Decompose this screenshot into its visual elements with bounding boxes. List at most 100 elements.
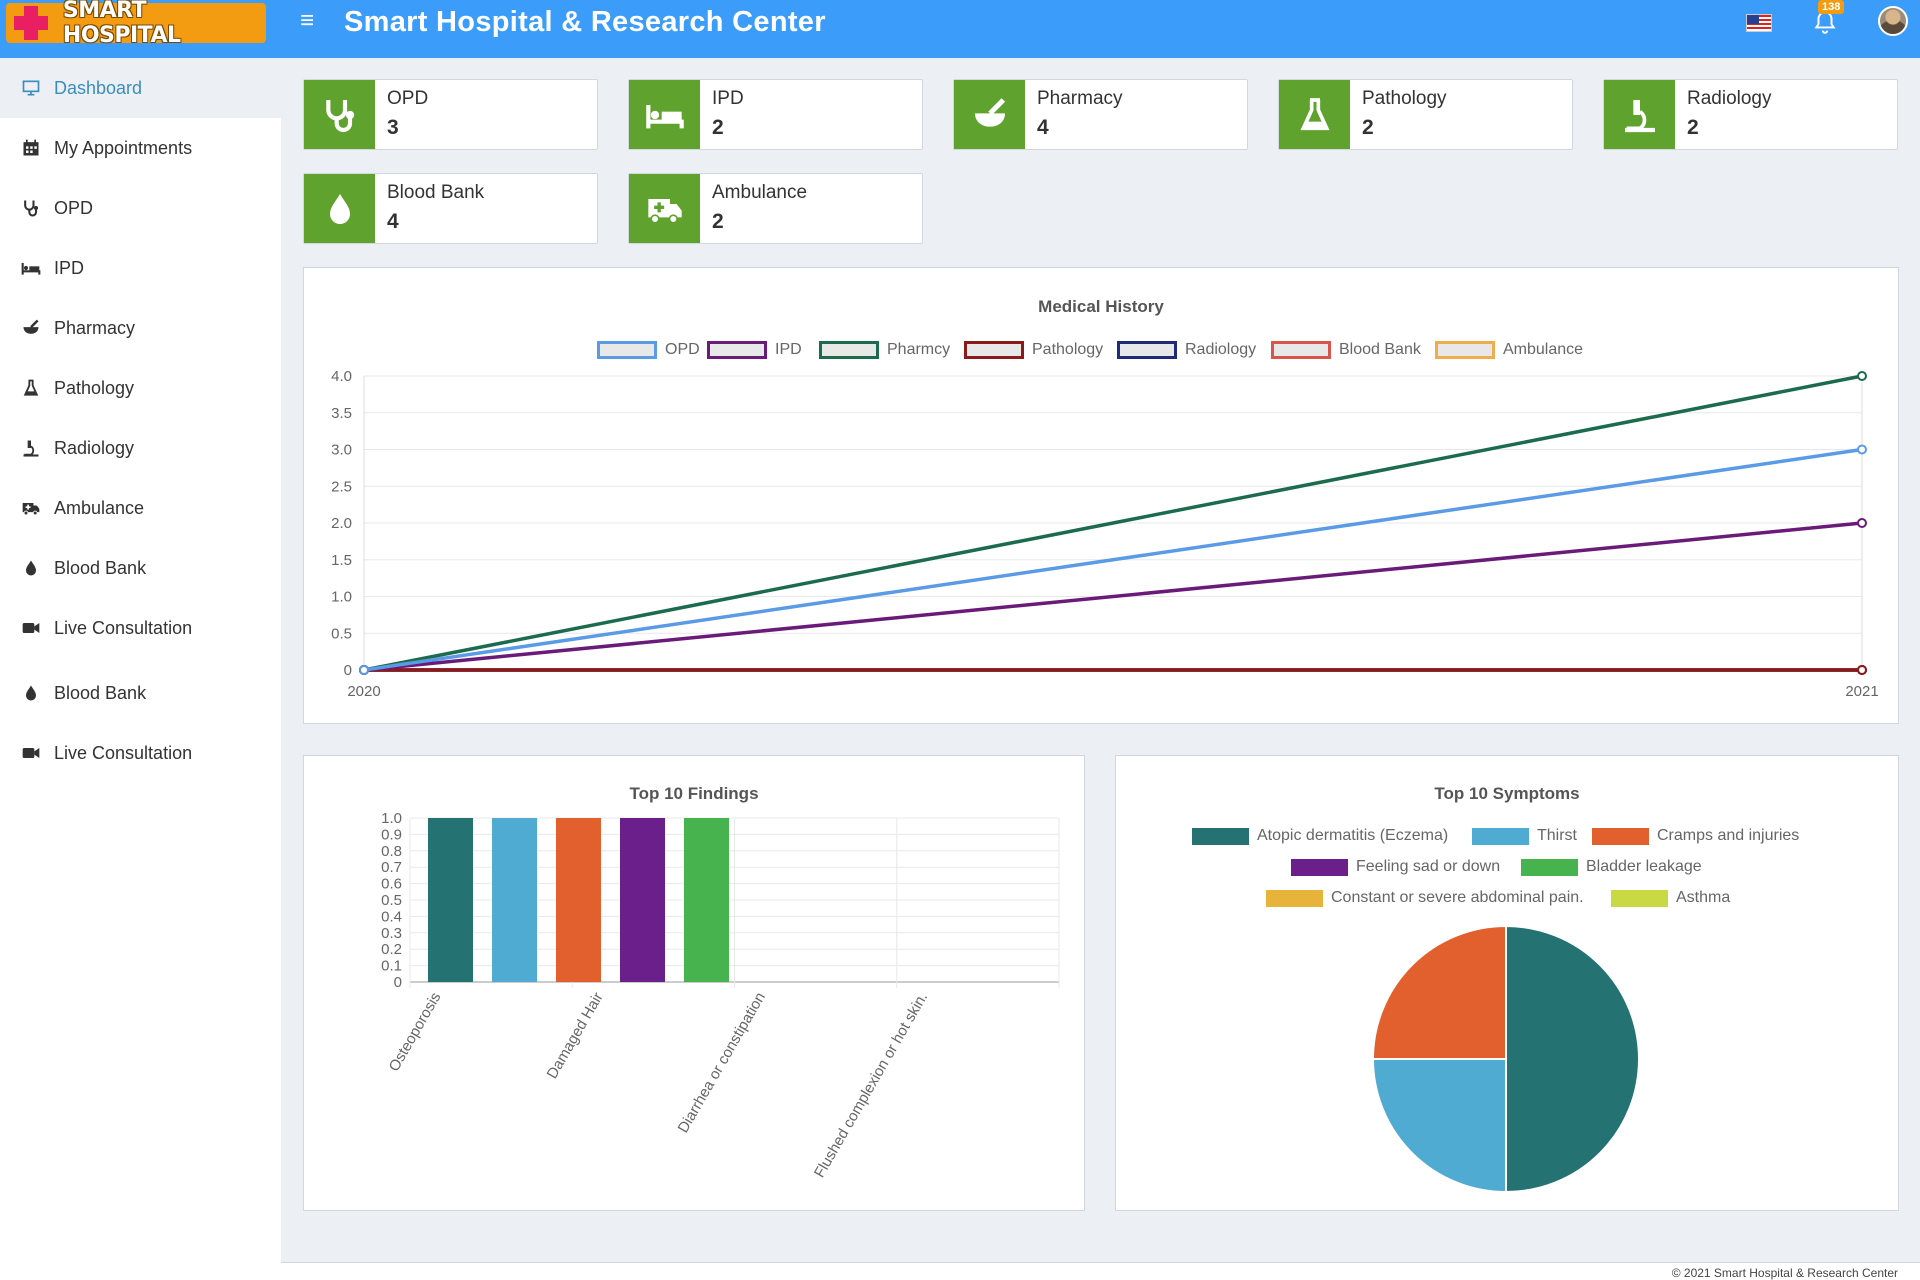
legend-item-blood-bank[interactable]: Blood Bank — [1271, 341, 1421, 359]
stethoscope-icon — [304, 80, 375, 149]
y-tick-label: 0.8 — [381, 843, 402, 860]
y-tick-label: 2.5 — [331, 478, 352, 495]
menu-toggle-icon[interactable]: ≡ — [300, 7, 315, 34]
info-box-ambulance[interactable]: Ambulance 2 — [628, 173, 923, 244]
legend-label: Pathology — [1032, 341, 1104, 358]
sidebar-item-ambulance[interactable]: Ambulance — [0, 478, 281, 538]
legend-item-opd[interactable]: OPD — [597, 341, 700, 359]
legend-label: IPD — [775, 341, 802, 358]
sidebar-item-blood-bank[interactable]: Blood Bank — [0, 538, 281, 598]
legend-item-asthma[interactable]: Asthma — [1611, 889, 1730, 907]
legend-item-pharmcy[interactable]: Pharmcy — [819, 341, 950, 359]
medical-history-panel: Medical History OPD IPD Pharmcy Pathology Ra… — [303, 267, 1899, 724]
bar-5 — [684, 818, 729, 982]
series-line-pharmcy — [363, 374, 1863, 672]
video-icon — [20, 742, 42, 764]
y-tick-label: 1.0 — [381, 810, 402, 827]
y-tick-label: 0.7 — [381, 859, 402, 876]
legend-item-radiology[interactable]: Radiology — [1117, 341, 1256, 359]
legend-swatch — [1291, 858, 1348, 876]
sidebar-item-label: Ambulance — [54, 497, 145, 518]
legend-swatch — [819, 341, 879, 359]
top-findings-panel: Top 10 Findings 1.0 0.9 0.8 0.7 0.6 0.5 0.4 0.3… — [303, 755, 1085, 1211]
microscope-icon — [1604, 80, 1675, 149]
tint-icon — [20, 682, 42, 704]
legend-item-ipd[interactable]: IPD — [707, 341, 802, 359]
info-box-label: Blood Bank — [387, 182, 485, 203]
x-tick-label: 2021 — [1845, 683, 1878, 700]
info-box-label: IPD — [712, 88, 744, 109]
x-tick-label: Flushed complexion or hot skin. — [811, 990, 931, 1181]
sidebar-item-live-consultation-2[interactable]: Live Consultation — [0, 723, 281, 783]
legend-item-feeling-sad-or-down[interactable]: Feeling sad or down — [1291, 858, 1500, 876]
flask-icon — [20, 377, 42, 399]
legend-label: Atopic dermatitis (Eczema) — [1257, 827, 1449, 844]
copyright-text: © 2021 Smart Hospital & Research Center — [1671, 1266, 1898, 1280]
info-box-radiology[interactable]: Radiology 2 — [1603, 79, 1898, 150]
chart-title: Medical History — [1038, 297, 1164, 316]
legend-label: Radiology — [1185, 341, 1257, 358]
info-box-blood-bank[interactable]: Blood Bank 4 — [303, 173, 598, 244]
sidebar-item-opd[interactable]: OPD — [0, 178, 281, 238]
legend-swatch — [707, 341, 767, 359]
y-tick-label: 0.3 — [381, 925, 402, 942]
info-box-pathology[interactable]: Pathology 2 — [1278, 79, 1573, 150]
hospital-logo[interactable]: SMART HOSPITAL — [6, 0, 266, 48]
legend-item-atopic-dermatitis-eczema[interactable]: Atopic dermatitis (Eczema) — [1192, 827, 1448, 845]
sidebar-item-pathology[interactable]: Pathology — [0, 358, 281, 418]
sidebar-item-live-consultation[interactable]: Live Consultation — [0, 598, 281, 658]
data-point-pharmcy — [1857, 371, 1867, 381]
app-title: Smart Hospital & Research Center — [344, 6, 826, 38]
legend-label: Thirst — [1537, 827, 1577, 844]
y-tick-label: 0.6 — [381, 876, 402, 893]
x-tick-label: 2020 — [347, 683, 380, 700]
sidebar-item-label: Dashboard — [54, 77, 143, 98]
sidebar-item-radiology[interactable]: Radiology — [0, 418, 281, 478]
legend-item-constant-or-severe-abdominal-pain[interactable]: Constant or severe abdominal pain. — [1266, 889, 1584, 907]
sidebar-item-my-appointments[interactable]: My Appointments — [0, 118, 281, 178]
legend-item-bladder-leakage[interactable]: Bladder leakage — [1521, 858, 1702, 876]
sidebar-item-pharmacy[interactable]: Pharmacy — [0, 298, 281, 358]
sidebar-item-label: Blood Bank — [54, 682, 147, 703]
legend-swatch — [1521, 858, 1578, 876]
user-avatar[interactable] — [1878, 6, 1908, 36]
legend-swatch — [1266, 889, 1323, 907]
sidebar-item-label: My Appointments — [54, 137, 193, 158]
legend-label: Feeling sad or down — [1356, 858, 1501, 875]
legend-swatch — [1592, 827, 1649, 845]
us-flag-icon[interactable] — [1746, 14, 1772, 32]
series-line-opd — [363, 447, 1863, 672]
top-symptoms-chart — [1371, 924, 1640, 1194]
legend-item-pathology[interactable]: Pathology — [964, 341, 1103, 359]
x-tick-label: Diarrhea or constipation — [675, 990, 769, 1136]
legend-item-ambulance[interactable]: Ambulance — [1435, 341, 1583, 359]
flask-icon — [1279, 80, 1350, 149]
info-box-ipd[interactable]: IPD 2 — [628, 79, 923, 150]
info-box-value: 4 — [387, 210, 399, 233]
info-box-label: Ambulance — [712, 182, 808, 203]
legend-item-thirst[interactable]: Thirst — [1472, 827, 1577, 845]
legend-item-cramps-and-injuries[interactable]: Cramps and injuries — [1592, 827, 1799, 845]
legend-swatch — [1472, 827, 1529, 845]
info-box-pharmacy[interactable]: Pharmacy 4 — [953, 79, 1248, 150]
sidebar-item-blood-bank-2[interactable]: Blood Bank — [0, 663, 281, 723]
sidebar-item-label: IPD — [54, 257, 85, 278]
sidebar-item-label: Radiology — [54, 437, 135, 458]
sidebar-item-dashboard[interactable]: Dashboard — [0, 58, 281, 118]
y-tick-label: 0.1 — [381, 958, 402, 975]
series-line-ipd — [363, 521, 1863, 672]
sidebar-item-label: Pathology — [54, 377, 135, 398]
legend-swatch — [597, 341, 657, 359]
info-box-value: 2 — [712, 116, 724, 139]
y-tick-label: 3.5 — [331, 405, 352, 422]
pie-slice-cramps-and-injuries — [1371, 924, 1507, 1060]
legend-label: Constant or severe abdominal pain. — [1331, 889, 1584, 906]
info-box-value: 2 — [1687, 116, 1699, 139]
info-box-opd[interactable]: OPD 3 — [303, 79, 598, 150]
tint-icon — [20, 557, 42, 579]
top-symptoms-panel: Top 10 Symptoms Atopic dermatitis (Eczem… — [1115, 755, 1899, 1211]
y-tick-label: 0.5 — [331, 625, 352, 642]
sidebar-item-ipd[interactable]: IPD — [0, 238, 281, 298]
info-box-label: OPD — [387, 88, 429, 109]
data-point-pathology — [1857, 665, 1867, 675]
